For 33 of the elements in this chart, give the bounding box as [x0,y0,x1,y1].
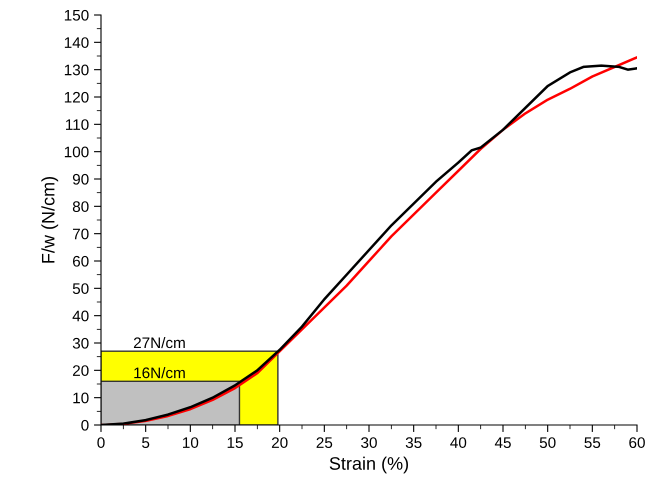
y-tick-label: 20 [72,365,89,376]
x-tick-label: 45 [494,437,511,448]
y-tick-label: 10 [73,392,89,404]
x-tick-label: 55 [584,437,600,448]
y-tick-label: 60 [72,256,89,267]
y-tick-label: 130 [64,64,89,76]
x-tick-label: 40 [450,437,466,448]
y-tick-label: 40 [72,310,89,322]
x-tick-label: 60 [629,437,645,448]
y-tick-label: 140 [64,37,89,48]
x-tick-label: 30 [361,437,377,448]
x-tick-label: 25 [316,437,332,448]
y-tick-label: 120 [64,92,89,103]
x-tick-label: 15 [228,437,243,448]
y-tick-label: 100 [64,146,89,158]
y-tick-label: 80 [72,201,89,212]
y-tick-label: 150 [64,10,89,21]
y-tick-label: 110 [66,119,89,130]
x-tick-label: 0 [97,437,105,448]
annotation: 16N/cm [134,367,185,378]
x-tick-label: 10 [183,437,198,448]
y-tick-label: 0 [81,420,89,431]
y-tick-label: 70 [72,228,89,240]
y-tick-label: 50 [72,283,89,294]
x-tick-label: 5 [142,437,150,448]
y-tick-label: 30 [72,338,89,349]
x-tick-label: 50 [540,437,556,448]
y-tick-label: 90 [72,174,89,185]
x-axis-title: Strain (%) [330,456,408,474]
x-tick-label: 35 [406,437,422,448]
x-tick-label: 20 [272,437,288,448]
y-axis-title: F/w (N/cm) [41,176,58,263]
annotation: 27N/cm [134,336,185,348]
